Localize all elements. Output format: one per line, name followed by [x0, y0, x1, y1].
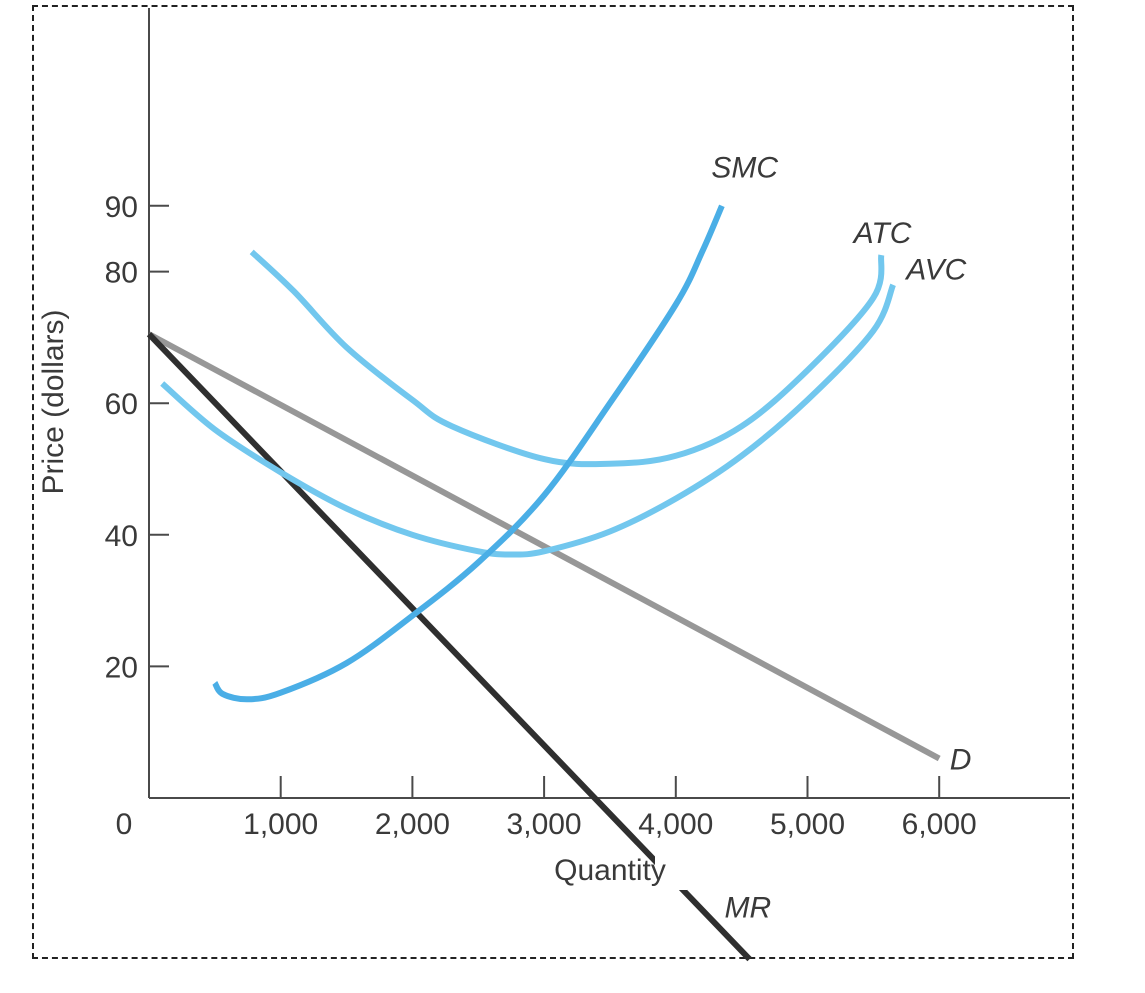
y-tick-label: 40 [105, 520, 138, 553]
chart-frame [32, 5, 1074, 959]
x-tick-label: 1,000 [243, 808, 318, 841]
mr-label: MR [725, 892, 772, 925]
x-tick-label: 4,000 [638, 808, 713, 841]
mr-label-gap [655, 850, 687, 890]
curves-layer [146, 204, 941, 962]
smc-curve [212, 204, 725, 703]
smc-label: SMC [711, 151, 778, 184]
avc-curve [160, 283, 896, 558]
y-tick-label: 20 [105, 651, 138, 684]
x-axis-title: Quantity [554, 854, 666, 887]
mr-curve [146, 332, 752, 962]
origin-label: 0 [116, 808, 133, 841]
x-tick-label: 5,000 [770, 808, 845, 841]
ticks-layer: 1,000 2,000 3,000 4,000 5,000 6,000 20 40 60 80 90 [105, 191, 977, 841]
atc-label: ATC [852, 217, 912, 250]
d-curve [147, 331, 941, 762]
y-axis-title: Price (dollars) [37, 309, 70, 494]
atc-curve [249, 249, 885, 468]
x-tick-label: 6,000 [902, 808, 977, 841]
y-tick-label: 90 [105, 191, 138, 224]
x-tick-label: 2,000 [375, 808, 450, 841]
y-tick-label: 80 [105, 257, 138, 290]
x-tick-label: 3,000 [507, 808, 582, 841]
d-label: D [950, 744, 972, 777]
avc-label: AVC [904, 253, 966, 286]
y-tick-label: 60 [105, 388, 138, 421]
